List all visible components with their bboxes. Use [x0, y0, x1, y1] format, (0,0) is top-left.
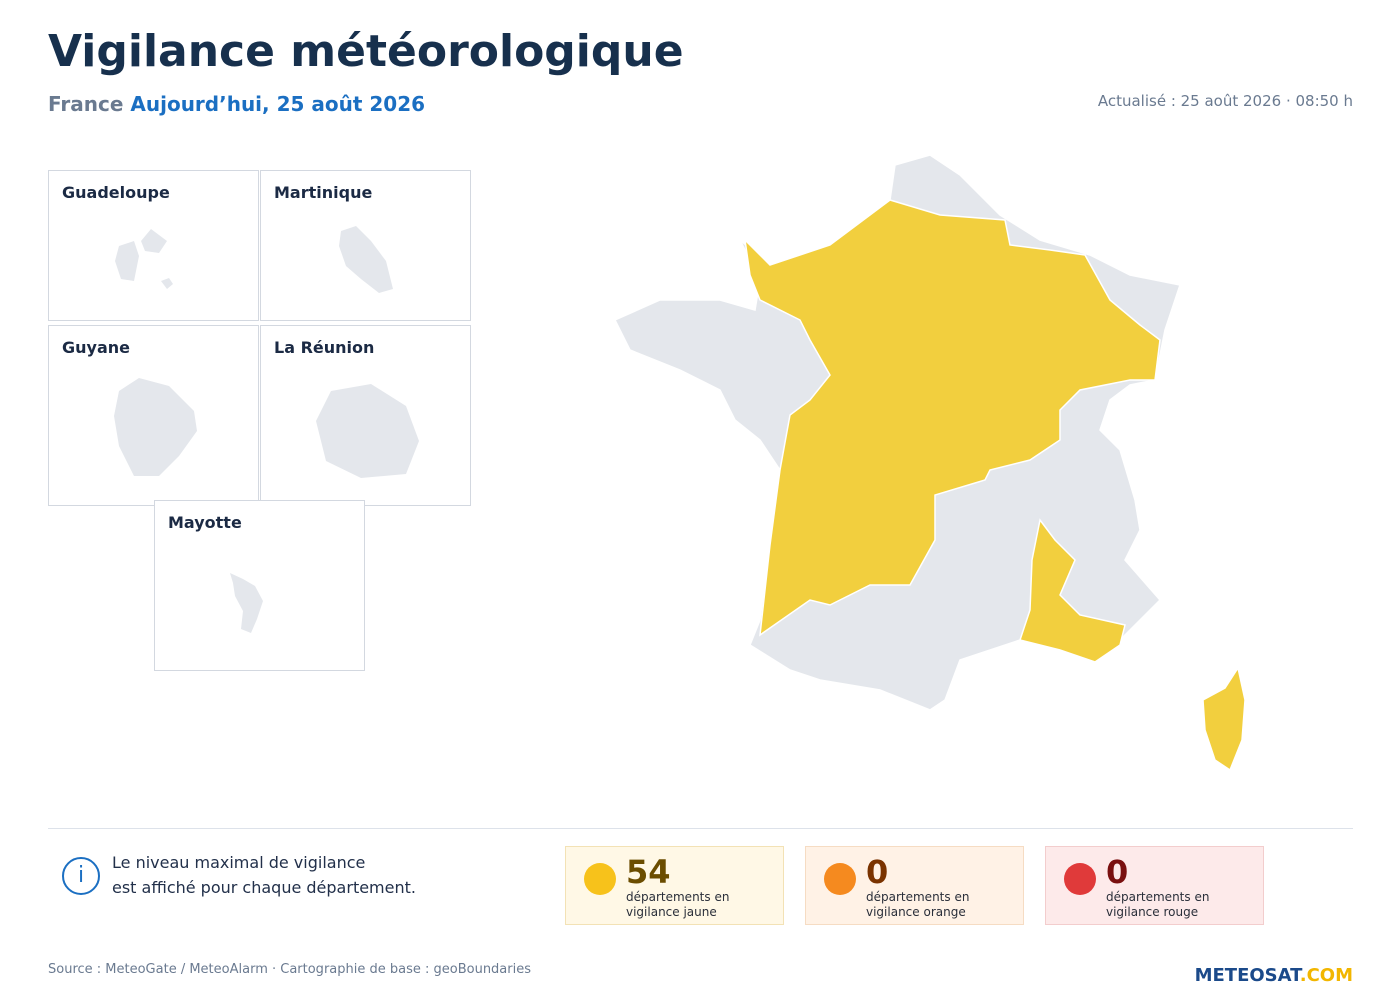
source: Source : MeteoGate / MeteoAlarm · Cartog… [48, 962, 531, 977]
info-line: Le niveau maximal de vigilance [112, 853, 366, 872]
inset-label: Martinique [274, 183, 373, 202]
line: vigilance orange [866, 905, 966, 919]
inset-label: La Réunion [274, 338, 375, 357]
inset-label: Guyane [62, 338, 130, 357]
stat-card: 0 départements en vigilance rouge [1045, 846, 1264, 925]
line: vigilance rouge [1106, 905, 1199, 919]
inset[interactable]: Mayotte [154, 500, 365, 671]
inset-label: Guadeloupe [62, 183, 170, 202]
map [613, 154, 1246, 772]
updated: Actualisé : 25 août 2026 · 08:50 h [1097, 92, 1353, 110]
line: départements en [866, 890, 970, 904]
info-icon: i [62, 857, 100, 895]
stat-label: départements en vigilance jaune [626, 890, 729, 920]
stat-label: départements en vigilance rouge [1106, 890, 1209, 920]
inset[interactable]: La Réunion [260, 325, 471, 506]
inset[interactable]: Martinique [260, 170, 471, 321]
yellow-area [1202, 666, 1246, 772]
info-text: Le niveau maximal de vigilance est affich… [112, 850, 416, 900]
divider [48, 828, 1353, 829]
line: vigilance jaune [626, 905, 717, 919]
yellow-area [743, 199, 1161, 637]
inset[interactable]: Guadeloupe [48, 170, 259, 321]
logo-text: METEOSAT [1194, 965, 1300, 986]
info-line: est affiché pour chaque département. [112, 878, 416, 897]
country: France [48, 92, 124, 116]
dot [824, 863, 856, 895]
stat-label: départements en vigilance orange [866, 890, 969, 920]
date: Aujourd’hui, 25 août 2026 [130, 92, 426, 116]
count: 54 [626, 853, 671, 891]
inset-label: Mayotte [168, 513, 242, 532]
stat-card: 0 départements en vigilance orange [805, 846, 1024, 925]
yellow-area [1019, 518, 1126, 663]
inset[interactable]: Guyane [48, 325, 259, 506]
dot [584, 863, 616, 895]
subtitle: France Aujourd’hui, 25 août 2026 [48, 92, 425, 116]
stat-card: 54 départements en vigilance jaune [565, 846, 784, 925]
count: 0 [1106, 853, 1129, 891]
line: départements en [1106, 890, 1210, 904]
count: 0 [866, 853, 889, 891]
logo-suffix: .COM [1299, 965, 1353, 986]
line: départements en [626, 890, 730, 904]
logo[interactable]: METEOSAT.COM [1195, 965, 1353, 986]
dot [1064, 863, 1096, 895]
title: Vigilance météorologique [48, 26, 684, 77]
